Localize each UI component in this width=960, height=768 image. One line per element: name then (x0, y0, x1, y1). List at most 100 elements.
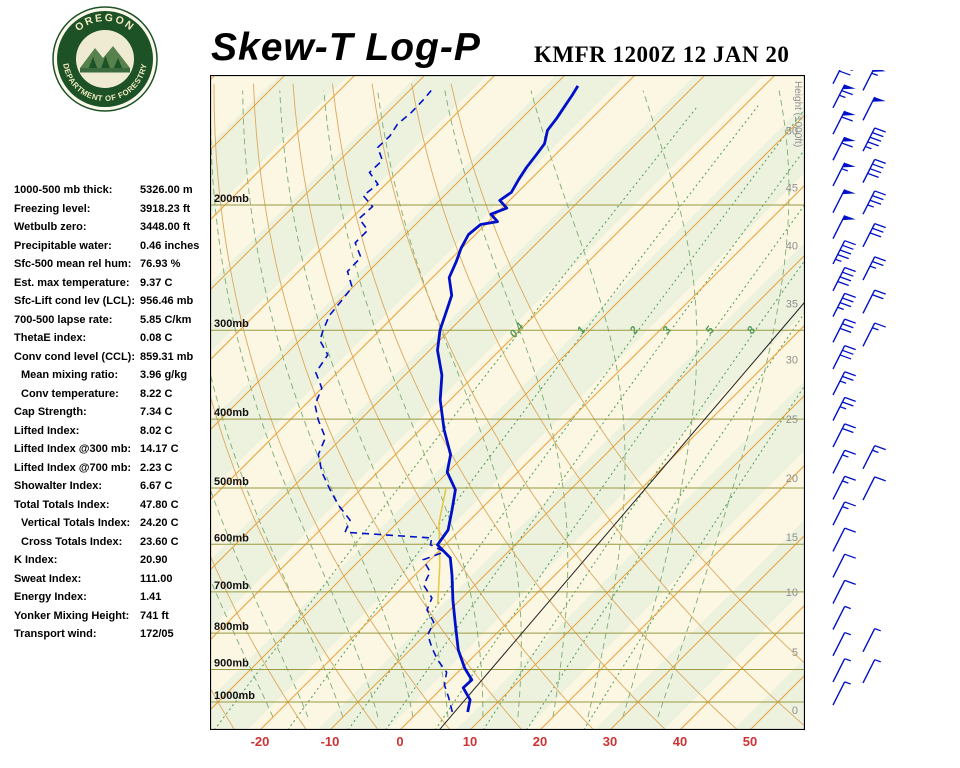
barb-tick (839, 302, 852, 308)
height-tick-label: 45 (786, 183, 798, 195)
barb-tick (874, 289, 886, 295)
pressure-label: 300mb (214, 318, 249, 330)
isotherm-line (210, 75, 776, 641)
wind-barb (862, 322, 886, 347)
mixing-ratio-line (347, 108, 805, 730)
barb-tick (844, 553, 856, 559)
barb-staff (832, 293, 846, 317)
index-label: Lifted Index: (14, 424, 80, 437)
wind-barb (832, 84, 856, 109)
wind-barb (832, 110, 856, 135)
height-tick-label: 10 (786, 587, 798, 599)
index-label: ThetaE index: (14, 332, 87, 344)
index-value: 3.96 g/kg (140, 369, 188, 381)
height-tick-label: 25 (786, 414, 798, 426)
barb-half-tick (841, 168, 848, 172)
barb-half-tick (837, 306, 844, 311)
page-title: Skew-T Log-P (211, 26, 481, 69)
barb-tick (844, 501, 856, 507)
barb-half-tick (842, 454, 849, 458)
barb-tick (842, 349, 854, 355)
barb-tick (872, 260, 884, 267)
index-value: 5.85 C/km (140, 313, 192, 326)
index-row: Mean mixing ratio: 3.96 g/kg (14, 369, 214, 388)
index-label: Showalter Index: (14, 480, 103, 492)
height-tick-label: 5 (792, 647, 798, 659)
index-row: Precipitable water: 0.46 inches (14, 240, 214, 259)
mixing-ratio-label: 2 (627, 324, 641, 337)
height-tick-label: 40 (786, 240, 798, 252)
barb-tick (842, 271, 854, 277)
index-row: Yonker Mixing Height: 741 ft (14, 610, 214, 629)
barb-staff (862, 322, 876, 347)
isotherm-line (469, 394, 805, 730)
index-label: Freezing level: (14, 202, 91, 215)
barb-staff (832, 606, 846, 630)
temperature-trace (436, 85, 580, 713)
wind-barb (862, 256, 886, 281)
index-row: Energy Index: 1.41 (14, 591, 214, 610)
wind-barb (862, 289, 886, 314)
index-value: 9.37 C (140, 276, 173, 289)
index-label: Precipitable water: (14, 239, 112, 252)
index-value: 7.34 C (140, 406, 173, 418)
mixing-ratio-line (434, 203, 805, 730)
index-label: 1000-500 mb thick: (14, 184, 113, 196)
index-row: Wetbulb zero: 3448.00 ft (14, 221, 214, 240)
wind-barb (862, 476, 886, 501)
temp-tick-label: 0 (396, 734, 404, 749)
isotherm-line (399, 324, 805, 730)
barb-tick (867, 141, 879, 147)
pressure-label: 500mb (214, 476, 249, 488)
index-label: Conv cond level (CCL): (14, 350, 136, 363)
barb-staff (832, 397, 846, 421)
index-row: Sweat Index: 111.00 (14, 573, 214, 592)
mixing-ratio-line (526, 311, 805, 730)
index-row: Cross Totals Index: 23.60 C (14, 536, 214, 555)
barb-staff (862, 289, 876, 314)
barb-staff (832, 632, 846, 657)
barb-tick (872, 294, 884, 300)
barb-tick (841, 116, 853, 122)
height-tick-label: 30 (786, 355, 798, 367)
barb-half-tick (839, 380, 847, 384)
pressure-label: 600mb (214, 532, 249, 544)
barb-staff (832, 681, 846, 706)
barb-tick (839, 327, 852, 334)
index-value: 741 ft (140, 609, 169, 622)
index-value: 8.22 C (140, 387, 173, 400)
barb-tick (842, 244, 854, 250)
wind-barb (862, 223, 886, 248)
dry-adiabat-line (213, 83, 451, 730)
index-value: 111.00 (140, 572, 173, 585)
wind-barb (862, 659, 881, 684)
index-label: Wetbulb zero: (14, 221, 87, 233)
barb-staff (832, 84, 846, 109)
forestry-logo: OREGON DEPARTMENT OF FORESTRY (52, 6, 158, 112)
wind-barb-column (832, 70, 886, 706)
barb-tick (869, 136, 882, 142)
barb-tick (841, 90, 853, 96)
barb-tick (839, 249, 852, 255)
pressure-label: 700mb (214, 580, 249, 592)
index-value: 3448.00 ft (140, 221, 191, 233)
temperature-axis: -20 -10 0 10 20 30 40 50 (210, 734, 805, 754)
barb-half-tick (842, 480, 849, 484)
barb-staff (832, 658, 846, 683)
skewt-plot-svg: 200mb 300mb 400mb 500mb 600mb 700mb 800mb 900mb… (210, 75, 805, 730)
barb-tick (842, 427, 854, 434)
moist-adiabat-line (210, 90, 379, 718)
barb-staff (832, 371, 846, 396)
barb-tick (844, 371, 856, 377)
barb-tick (844, 527, 856, 533)
logo-outer-ring (52, 6, 158, 112)
wind-barb (832, 371, 856, 396)
isotherm-line (259, 184, 805, 730)
mixing-ratio-line (213, 105, 699, 730)
barb-staff (862, 256, 876, 281)
wind-barb (832, 681, 851, 706)
mixing-ratio-label: 1 (575, 324, 588, 336)
barb-staff (862, 190, 876, 215)
barb-tick (874, 223, 886, 229)
